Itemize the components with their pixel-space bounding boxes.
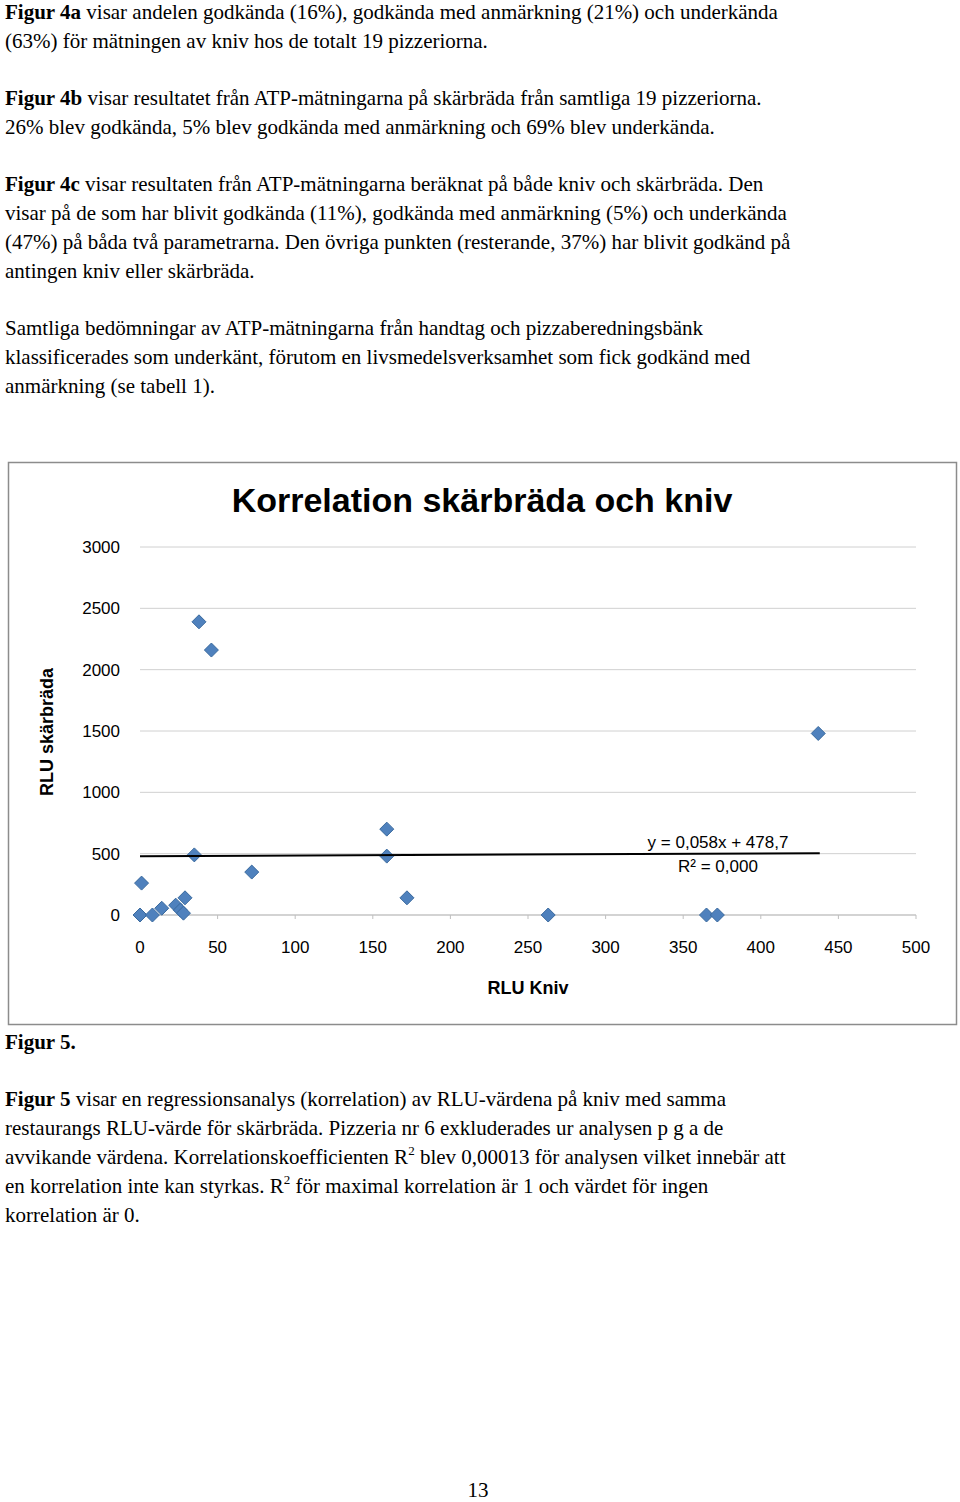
y-tick-label: 0 — [111, 906, 120, 925]
text-run: visar resultaten från ATP-mätningarna be… — [80, 172, 763, 196]
plot-marks — [133, 615, 825, 922]
x-tick-label: 350 — [669, 938, 697, 957]
data-point — [187, 848, 201, 862]
grid-line — [140, 608, 916, 609]
x-tick — [605, 915, 606, 919]
grid-line — [140, 669, 916, 670]
data-point — [204, 643, 218, 657]
text-line: Figur 5 visar en regressionsanalys (korr… — [5, 1086, 726, 1112]
chart-title: Korrelation skärbräda och kniv — [232, 481, 733, 519]
page-number: 13 — [0, 1477, 956, 1502]
data-point — [178, 891, 192, 905]
data-point — [245, 865, 259, 879]
text-run: för maximal korrelation är 1 och värdet … — [290, 1174, 708, 1198]
x-tick-label: 250 — [514, 938, 542, 957]
text-line: restaurangs RLU-värde för skärbräda. Piz… — [5, 1115, 723, 1141]
text-run: (47%) på båda två parametrarna. Den övri… — [5, 230, 790, 254]
x-tick — [683, 915, 684, 919]
superscript: 2 — [408, 1143, 415, 1158]
data-point — [135, 876, 149, 890]
data-point — [380, 822, 394, 836]
x-tick — [372, 915, 373, 919]
data-point — [541, 908, 555, 922]
text-run: visar resultatet från ATP-mätningarna på… — [82, 86, 761, 110]
x-tick — [450, 915, 451, 919]
x-tick-label: 150 — [359, 938, 387, 957]
text-line: (47%) på båda två parametrarna. Den övri… — [5, 229, 790, 255]
figure-ref: Figur 4a — [5, 0, 81, 24]
text-run: en korrelation inte kan styrkas. R — [5, 1174, 284, 1198]
x-tick — [760, 915, 761, 919]
data-point — [176, 906, 190, 920]
figure-caption: Figur 5. — [5, 1029, 76, 1055]
y-tick-label: 2500 — [82, 599, 120, 618]
grid-line — [140, 547, 916, 548]
data-point — [710, 908, 724, 922]
text-run: visar på de som har blivit godkända (11%… — [5, 201, 787, 225]
text-line: Samtliga bedömningar av ATP-mätningarna … — [5, 315, 703, 341]
text-line: antingen kniv eller skärbräda. — [5, 258, 255, 284]
text-run: (63%) för mätningen av kniv hos de total… — [5, 29, 488, 53]
data-point — [400, 891, 414, 905]
x-tick-label: 500 — [902, 938, 930, 957]
text-run: klassificerades som underkänt, förutom e… — [5, 345, 750, 369]
x-tick-label: 200 — [436, 938, 464, 957]
grid-line — [140, 792, 916, 793]
x-tick-label: 50 — [208, 938, 227, 957]
x-tick — [528, 915, 529, 919]
x-tick-label: 0 — [135, 938, 144, 957]
x-tick — [916, 915, 917, 919]
text-run: anmärkning (se tabell 1). — [5, 374, 215, 398]
y-axis-label: RLU skärbräda — [37, 667, 57, 796]
text-line: 26% blev godkända, 5% blev godkända med … — [5, 114, 715, 140]
y-tick-label: 1000 — [82, 783, 120, 802]
grid-line — [140, 731, 916, 732]
text-run: korrelation är 0. — [5, 1203, 140, 1227]
text-line: en korrelation inte kan styrkas. R2 för … — [5, 1173, 708, 1199]
y-tick-label: 500 — [92, 845, 120, 864]
text-run: Samtliga bedömningar av ATP-mätningarna … — [5, 316, 703, 340]
text-run: antingen kniv eller skärbräda. — [5, 259, 255, 283]
text-line: visar på de som har blivit godkända (11%… — [5, 200, 787, 226]
text-line: avvikande värdena. Korrelationskoefficie… — [5, 1144, 786, 1170]
page-graphics: Korrelation skärbräda och kniv0500100015… — [0, 0, 960, 1502]
data-point — [192, 615, 206, 629]
trend-line — [140, 853, 820, 856]
text-line: (63%) för mätningen av kniv hos de total… — [5, 28, 488, 54]
y-tick-label: 3000 — [82, 538, 120, 557]
y-tick-label: 2000 — [82, 661, 120, 680]
x-tick-label: 400 — [747, 938, 775, 957]
data-point — [155, 901, 169, 915]
text-run: visar andelen godkända (16%), godkända m… — [81, 0, 778, 24]
x-tick — [295, 915, 296, 919]
chart-frame — [9, 463, 957, 1025]
text-line: klassificerades som underkänt, förutom e… — [5, 344, 750, 370]
text-line: korrelation är 0. — [5, 1202, 140, 1228]
figure-ref: Figur 5 — [5, 1087, 71, 1111]
text-run: restaurangs RLU-värde för skärbräda. Piz… — [5, 1116, 723, 1140]
figure-ref: Figur 4b — [5, 86, 82, 110]
text-run: visar en regressionsanalys (korrelation)… — [71, 1087, 726, 1111]
text-line: Figur 4a visar andelen godkända (16%), g… — [5, 0, 778, 25]
data-point — [811, 726, 825, 740]
superscript: 2 — [284, 1172, 291, 1187]
x-tick-label: 100 — [281, 938, 309, 957]
text-line: anmärkning (se tabell 1). — [5, 373, 215, 399]
text-run: 26% blev godkända, 5% blev godkända med … — [5, 115, 715, 139]
x-tick-label: 450 — [824, 938, 852, 957]
annotation: y = 0,058x + 478,7 — [648, 833, 789, 852]
x-tick — [217, 915, 218, 919]
y-tick-label: 1500 — [82, 722, 120, 741]
x-axis-label: RLU Kniv — [488, 978, 569, 998]
text-line: Figur 4b visar resultatet från ATP-mätni… — [5, 85, 762, 111]
x-tick-label: 300 — [591, 938, 619, 957]
text-run: avvikande värdena. Korrelationskoefficie… — [5, 1145, 408, 1169]
figure-ref: Figur 4c — [5, 172, 80, 196]
annotation: R² = 0,000 — [678, 857, 758, 876]
text-run: blev 0,00013 för analysen vilket innebär… — [415, 1145, 786, 1169]
text-line: Figur 4c visar resultaten från ATP-mätni… — [5, 171, 763, 197]
x-tick — [838, 915, 839, 919]
